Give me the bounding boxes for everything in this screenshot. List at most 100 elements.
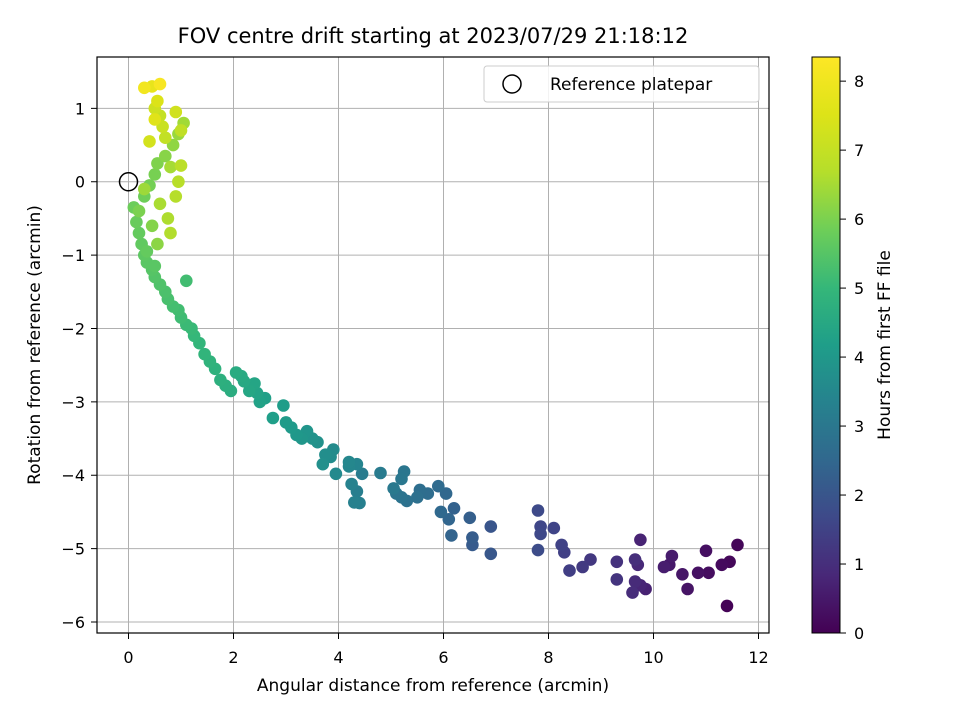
scatter-point bbox=[699, 544, 713, 558]
scatter-point bbox=[434, 505, 448, 519]
scatter-point bbox=[348, 496, 361, 509]
scatter-point bbox=[169, 105, 183, 119]
scatter-point bbox=[731, 538, 744, 552]
scatter-point bbox=[610, 555, 624, 569]
colorbar-tick-label: 1 bbox=[854, 555, 864, 574]
scatter-point bbox=[148, 168, 162, 181]
scatter-point bbox=[411, 491, 424, 504]
scatter-point bbox=[626, 586, 639, 599]
scatter-point bbox=[153, 197, 167, 211]
scatter-point bbox=[132, 204, 146, 218]
scatter-points bbox=[127, 77, 744, 613]
scatter-point bbox=[691, 566, 705, 580]
grid-lines bbox=[97, 57, 769, 633]
scatter-point bbox=[463, 511, 477, 525]
scatter-point bbox=[665, 549, 679, 563]
scatter-point bbox=[531, 504, 545, 517]
scatter-point bbox=[164, 160, 177, 174]
scatter-point bbox=[634, 533, 647, 547]
scatter-point bbox=[531, 543, 545, 557]
legend-marker-icon bbox=[502, 74, 522, 94]
scatter-point bbox=[342, 455, 356, 469]
x-axis-label: Angular distance from reference (arcmin) bbox=[257, 676, 609, 696]
scatter-point bbox=[319, 448, 332, 462]
scatter-point bbox=[702, 566, 715, 580]
x-tick-label: 10 bbox=[643, 648, 663, 667]
scatter-point bbox=[153, 77, 167, 91]
scatter-point bbox=[628, 553, 642, 566]
colorbar-tick-label: 3 bbox=[854, 417, 864, 436]
scatter-point bbox=[214, 373, 227, 387]
scatter-point bbox=[266, 411, 280, 425]
scatter-point bbox=[610, 573, 624, 586]
scatter-point bbox=[329, 467, 343, 481]
colorbar-tick-label: 6 bbox=[854, 210, 864, 229]
scatter-point bbox=[138, 182, 151, 196]
y-axis-label: Rotation from reference (arcmin) bbox=[25, 205, 45, 485]
scatter-point bbox=[355, 467, 369, 481]
x-tick-label: 6 bbox=[438, 648, 448, 667]
scatter-point bbox=[243, 384, 256, 398]
x-tick-label: 2 bbox=[228, 648, 238, 667]
scatter-point bbox=[277, 399, 290, 412]
scatter-point bbox=[229, 366, 243, 379]
colorbar-tick-label: 4 bbox=[854, 348, 864, 367]
scatter-point bbox=[534, 527, 547, 541]
colorbar-tick-label: 7 bbox=[854, 141, 864, 160]
y-tick-label: 0 bbox=[75, 173, 85, 192]
scatter-point bbox=[130, 215, 143, 229]
scatter-point bbox=[148, 113, 162, 126]
scatter-point bbox=[676, 568, 689, 581]
colorbar-tick-label: 5 bbox=[854, 279, 864, 298]
scatter-point bbox=[169, 190, 183, 203]
y-tick-label: −6 bbox=[61, 613, 85, 632]
scatter-point bbox=[148, 259, 162, 273]
legend-label: Reference platepar bbox=[550, 75, 712, 95]
colorbar-label: Hours from first FF file bbox=[875, 250, 895, 440]
scatter-point bbox=[720, 599, 734, 613]
plot-area-frame bbox=[96, 56, 770, 634]
scatter-point bbox=[164, 226, 177, 240]
scatter-point bbox=[138, 81, 151, 95]
scatter-point bbox=[159, 149, 172, 163]
legend: Reference platepar bbox=[483, 65, 760, 103]
colorbar bbox=[811, 56, 841, 634]
scatter-point bbox=[387, 482, 400, 495]
scatter-point bbox=[395, 472, 408, 486]
colorbar-tick-label: 2 bbox=[854, 486, 864, 505]
legend-box bbox=[483, 65, 760, 103]
scatter-point bbox=[432, 479, 445, 493]
y-tick-label: −1 bbox=[61, 246, 85, 265]
scatter-point bbox=[151, 94, 164, 108]
scatter-point bbox=[180, 274, 193, 288]
scatter-point bbox=[161, 212, 175, 225]
scatter-point bbox=[198, 347, 211, 361]
x-tick-label: 8 bbox=[543, 648, 553, 667]
scatter-point bbox=[143, 135, 156, 148]
y-tick-label: −3 bbox=[61, 393, 85, 412]
scatter-point bbox=[279, 416, 293, 429]
reference-platepar-marker bbox=[118, 171, 139, 192]
scatter-point bbox=[132, 226, 146, 240]
y-axis-ticks: −6 −5 −4 −3 −2 −1 0 1 bbox=[61, 99, 97, 632]
scatter-point bbox=[174, 159, 188, 172]
x-axis-ticks: 0 2 4 6 8 10 12 bbox=[123, 633, 769, 667]
scatter-point bbox=[584, 553, 597, 566]
scatter-point bbox=[145, 219, 159, 233]
scatter-point bbox=[159, 131, 172, 144]
y-tick-label: −4 bbox=[61, 466, 85, 485]
scatter-point bbox=[172, 175, 185, 188]
y-tick-label: 1 bbox=[75, 99, 85, 118]
x-tick-label: 12 bbox=[748, 648, 768, 667]
colorbar-tick-label: 8 bbox=[854, 72, 864, 91]
scatter-point bbox=[576, 560, 589, 574]
y-tick-label: −5 bbox=[61, 540, 85, 559]
scatter-point bbox=[140, 245, 154, 258]
scatter-point bbox=[563, 564, 576, 577]
scatter-point bbox=[628, 575, 642, 588]
scatter-point bbox=[484, 520, 498, 533]
scatter-point bbox=[715, 558, 729, 572]
scatter-point bbox=[174, 124, 188, 137]
scatter-point bbox=[442, 513, 456, 526]
